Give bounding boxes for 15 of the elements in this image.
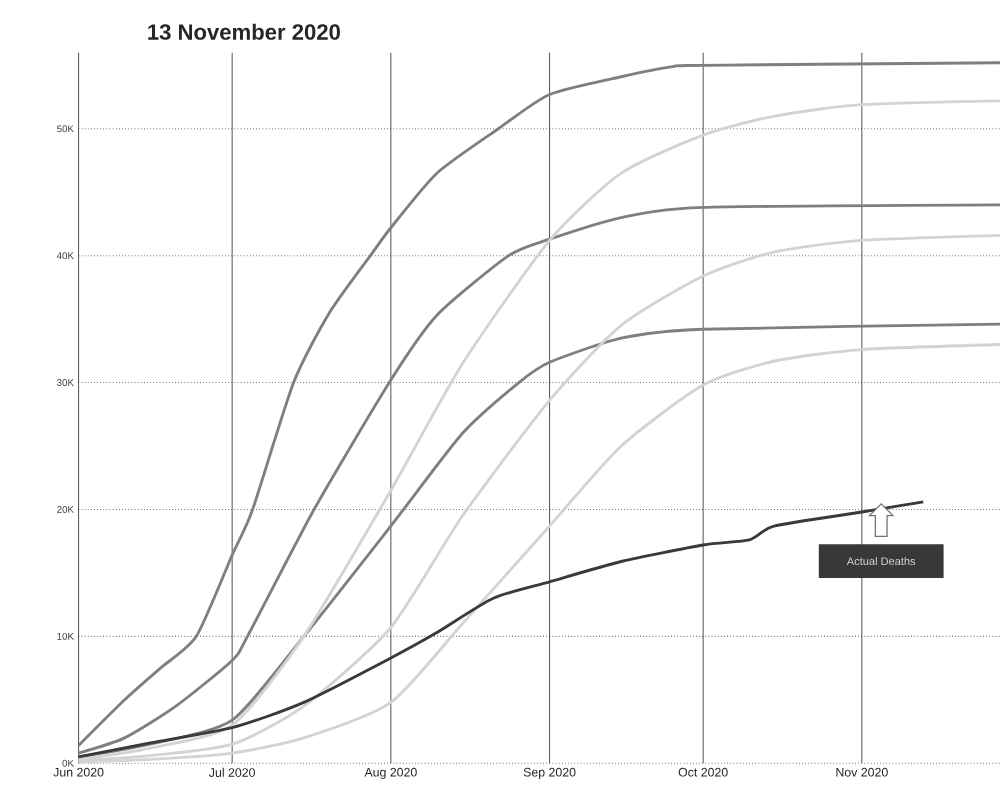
y-tick-label: 20K xyxy=(57,506,74,514)
x-tick-label: Jul 2020 xyxy=(209,768,255,778)
x-tick-label: Sep 2020 xyxy=(523,768,576,780)
y-tick-label: 10K xyxy=(57,633,74,640)
chart-title: 13 November 2020 xyxy=(148,23,340,41)
line-series xyxy=(77,500,925,759)
y-tick-label: 0K xyxy=(62,759,74,767)
annotation: Actual Deaths xyxy=(846,557,916,566)
y-tick-label: 30K xyxy=(57,379,74,387)
x-tick-label: Jun 2020 xyxy=(53,768,104,777)
x-tick-label: Nov 2020 xyxy=(836,768,888,777)
y-tick-label: 40K xyxy=(56,252,74,260)
x-tick-label: Aug 2020 xyxy=(364,768,417,780)
y-tick-label: 50K xyxy=(57,125,74,133)
x-tick-label: Oct 2020 xyxy=(678,768,728,777)
